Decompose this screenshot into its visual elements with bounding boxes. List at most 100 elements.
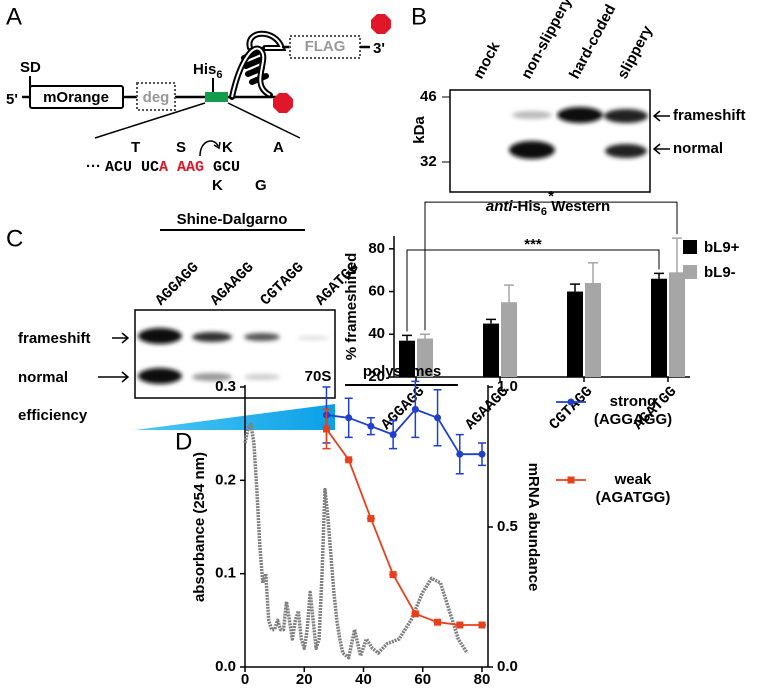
y-tick-label: 0.2 — [215, 471, 236, 488]
lane-label: hard-coded — [566, 2, 619, 82]
error-bar — [486, 318, 496, 324]
lane-label: AGGAGG — [152, 259, 202, 309]
efficiency-label: efficiency — [18, 407, 88, 424]
y2-tick-label: 1.0 — [497, 378, 518, 395]
lane-label: slippery — [614, 22, 656, 81]
error-bar — [654, 272, 664, 279]
x-tick-label: 80 — [474, 671, 491, 688]
y-tick-label: 20 — [368, 368, 385, 385]
error-bar — [420, 333, 430, 339]
marker — [389, 571, 397, 579]
error-bar — [672, 237, 682, 273]
bar — [417, 338, 433, 377]
error-bar — [588, 261, 598, 283]
x-tick-label: 40 — [355, 671, 372, 688]
codon: ACU UC — [105, 159, 159, 176]
stop-sign — [371, 14, 391, 34]
codon: GCU — [213, 159, 240, 176]
reporter-box — [29, 85, 124, 109]
y-axis-label: % frameshifted — [343, 253, 360, 361]
significance-label: *** — [524, 236, 542, 253]
blot-bands — [509, 107, 648, 159]
y-tick-label: 0.0 — [215, 658, 236, 675]
marker — [367, 515, 375, 523]
band-label: normal — [673, 140, 723, 157]
stop-sign — [273, 93, 293, 113]
his-label: His6 — [193, 61, 222, 81]
caption-sub: 6 — [541, 206, 547, 218]
reporter-label: mOrange — [43, 89, 109, 106]
marker — [322, 425, 330, 433]
y2-tick-label: 0.0 — [497, 658, 518, 675]
x-tick-label: CGTAGG — [546, 383, 596, 433]
legend-label: bL9+ — [704, 239, 740, 256]
x-axis-label: distance from top (mm) — [280, 688, 447, 689]
three-prime: 3' — [373, 40, 385, 57]
marker — [367, 422, 375, 430]
annotation: 70S — [305, 368, 332, 385]
efficiency-wedge — [135, 404, 335, 430]
panel-label: A — [6, 3, 22, 30]
caption-part: Western — [547, 198, 610, 215]
band-label: frameshift — [673, 107, 746, 124]
panel-label: C — [6, 225, 23, 252]
bar — [669, 272, 685, 377]
gel-bands — [138, 328, 329, 384]
his-tag — [205, 92, 228, 102]
error-bar — [402, 334, 412, 341]
legend-label: bL9- — [704, 264, 736, 281]
y2-tick-label: 0.5 — [497, 518, 518, 535]
legend-label: strong (AGGAGG) — [593, 393, 673, 428]
amino-acid: K — [212, 177, 223, 194]
panel-label: B — [411, 3, 427, 30]
degron-label: deg — [143, 89, 170, 106]
legend-label: weak (AGATGG) — [595, 471, 671, 506]
marker — [456, 621, 464, 629]
legend-swatch — [683, 265, 697, 279]
caption-part: -His — [513, 198, 541, 215]
band-label: frameshift — [18, 330, 91, 347]
codon-slip: A AAG — [159, 159, 204, 176]
y-tick-label: 80 — [368, 240, 385, 257]
bar — [399, 340, 415, 377]
marker — [389, 431, 397, 439]
his-text: His — [193, 61, 216, 78]
his-subscript: 6 — [216, 69, 222, 81]
absorbance-trace — [243, 422, 469, 660]
zoom-line — [227, 102, 301, 139]
legend-marker — [567, 476, 575, 484]
marker — [411, 610, 419, 618]
bar — [651, 278, 667, 377]
amino-acid: K — [222, 139, 233, 156]
error-bar — [504, 284, 514, 303]
x-tick-label: AGGAGG — [378, 383, 428, 433]
degron-box — [136, 82, 176, 111]
blot — [449, 89, 651, 193]
x-tick-label: 60 — [414, 671, 431, 688]
bar — [483, 323, 499, 377]
amino-acid: T — [131, 139, 140, 156]
significance-bracket — [406, 249, 660, 332]
marker — [478, 450, 486, 458]
marker-unit: kDa — [411, 116, 428, 144]
pseudoknot-inner — [231, 32, 284, 98]
band-arrows — [98, 332, 130, 383]
marker — [434, 414, 442, 422]
y-tick-label: 0.1 — [215, 565, 236, 582]
lane-label: mock — [470, 39, 504, 82]
bar — [501, 302, 517, 377]
y-tick-label: 0.3 — [215, 378, 236, 395]
gel-header: Shine-Dalgarno — [177, 211, 288, 228]
sequence: ··· ACU UCA AAG GCU — [86, 158, 240, 176]
x-tick-label: 20 — [296, 671, 313, 688]
annotation: polysomes — [363, 363, 441, 380]
lane-label: CGTAGG — [257, 259, 307, 309]
band-arrows — [652, 110, 670, 155]
legend-swatch — [683, 240, 697, 254]
y-axis-label: absorbance (254 nm) — [191, 452, 208, 602]
marker — [434, 618, 442, 626]
shift-arrow — [199, 140, 219, 157]
significance-bracket — [424, 201, 678, 331]
zoom-line — [94, 102, 206, 139]
